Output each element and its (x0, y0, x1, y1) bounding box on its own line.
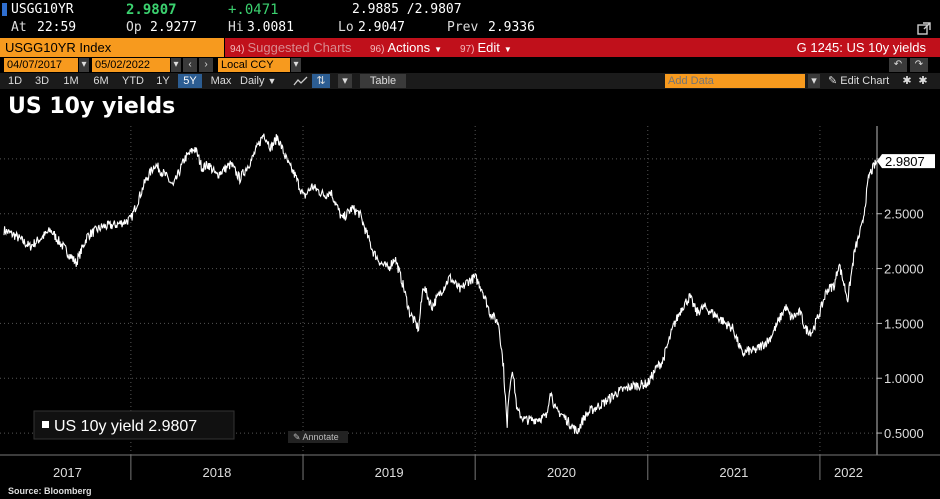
currency-field[interactable]: Local CCY (218, 58, 290, 72)
chart-id-label: G 1245: US 10y yields (796, 40, 926, 55)
range-3d[interactable]: 3D (34, 75, 50, 87)
frequency-label: Daily (240, 75, 265, 87)
end-date-dropdown-icon[interactable]: ▾ (171, 58, 181, 72)
legend-swatch (42, 421, 49, 428)
security-field[interactable]: USGG10YR Index (0, 38, 224, 57)
range-bar: 1D 3D 1M 6M YTD 1Y 5Y Max Daily ▼ ⇅ ▾ Ta… (0, 73, 940, 89)
range-6m[interactable]: 6M (93, 75, 109, 87)
range-ytd[interactable]: YTD (122, 75, 144, 87)
edit-chart-label: Edit Chart (840, 75, 890, 87)
line-chart-icon[interactable] (293, 75, 309, 87)
suggested-charts-label: Suggested Charts (247, 40, 352, 55)
open-value: 2.9277 (150, 20, 197, 35)
add-data-input[interactable] (665, 74, 805, 88)
add-data-dropdown-icon[interactable]: ▾ (808, 74, 820, 88)
grid-lines (0, 126, 877, 455)
end-date-field[interactable]: 05/02/2022 (92, 58, 170, 72)
last-value-label: 2.9807 (885, 154, 925, 169)
prev-value: 2.9336 (488, 20, 535, 35)
x-tick-label: 2017 (53, 465, 82, 480)
edit-dropdown-icon: ▼ (503, 45, 512, 54)
actions-button[interactable]: 96) Actions ▼ (370, 38, 442, 57)
x-tick-label: 2022 (834, 465, 863, 480)
start-date-dropdown-icon[interactable]: ▾ (79, 58, 89, 72)
high-value: 3.0081 (247, 20, 294, 35)
ticker-symbol[interactable]: USGG10YR (11, 2, 74, 17)
bar-style-icon[interactable]: ⇅ (312, 74, 330, 88)
settings-gear-icon[interactable]: ✱ (902, 75, 912, 87)
price-change: +.0471 (228, 2, 279, 18)
ticker-marker-icon (2, 3, 7, 16)
y-tick-label: 1.0000 (884, 371, 924, 386)
series-group (3, 133, 878, 435)
low-label: Lo (338, 20, 354, 35)
undo-icon[interactable]: ↶ (889, 58, 907, 72)
suggested-charts-button[interactable]: 94) Suggested Charts (230, 38, 352, 57)
open-label: Op (126, 20, 142, 35)
start-date-field[interactable]: 04/07/2017 (4, 58, 78, 72)
range-max[interactable]: Max (210, 75, 232, 87)
redo-icon[interactable]: ↷ (910, 58, 928, 72)
source-note: Source: Bloomberg (8, 486, 92, 496)
legend-label: US 10y yield 2.9807 (54, 418, 197, 435)
table-button[interactable]: Table (360, 74, 406, 88)
actions-num: 96) (370, 44, 385, 55)
actions-dropdown-icon: ▼ (434, 45, 443, 54)
range-1m[interactable]: 1M (63, 75, 79, 87)
at-time: 22:59 (37, 20, 77, 35)
x-tick-labels: 2017 2018 2019 2020 2021 2022 (53, 465, 863, 480)
popout-icon[interactable] (917, 22, 931, 36)
range-1y[interactable]: 1Y (156, 75, 170, 87)
y-tick-labels: 0.5000 1.0000 1.5000 2.0000 2.5000 (877, 158, 924, 441)
chart-title: US 10y yields (8, 94, 176, 119)
last-price: 2.9807 (126, 2, 177, 18)
quote-header: USGG10YR 2.9807 +.0471 2.9885 /2.9807 At… (0, 0, 940, 38)
options-dropdown-icon[interactable]: ▾ (338, 74, 352, 88)
x-tick-label: 2021 (719, 465, 748, 480)
edit-button[interactable]: 97) Edit ▼ (460, 38, 512, 57)
actions-label: Actions (387, 40, 431, 55)
prev-label: Prev (447, 20, 479, 35)
annotate-text: Annotate (303, 432, 339, 442)
command-bar: USGG10YR Index 94) Suggested Charts 96) Ac… (0, 38, 940, 57)
edit-chart-icon: ✎ (828, 75, 841, 87)
y-tick-label: 0.5000 (884, 426, 924, 441)
year-separators (130, 455, 821, 480)
currency-dropdown-icon[interactable]: ▾ (291, 58, 301, 72)
range-1d[interactable]: 1D (7, 75, 23, 87)
date-bar: 04/07/2017 ▾ 05/02/2022 ▾ ‹ › Local CCY … (0, 57, 940, 73)
chart-gear-icon[interactable]: ✱ (918, 75, 928, 87)
y-tick-label: 2.0000 (884, 262, 924, 277)
edit-label: Edit (477, 40, 500, 55)
low-value: 2.9047 (358, 20, 405, 35)
last-value-tag (877, 154, 935, 169)
bid-ask: 2.9885 /2.9807 (352, 2, 462, 17)
edit-chart-button[interactable]: ✎ Edit Chart (828, 74, 898, 88)
y-tick-label: 2.5000 (884, 207, 924, 222)
annotate-label: ✎ Annotate (293, 432, 339, 442)
y-tick-label: 1.5000 (884, 316, 924, 331)
annotate-button[interactable] (288, 431, 348, 443)
frequency-select[interactable]: Daily ▼ (240, 74, 284, 88)
suggested-charts-num: 94) (230, 44, 245, 55)
x-tick-label: 2019 (375, 465, 404, 480)
range-5y[interactable]: 5Y (178, 74, 202, 88)
annotate-icon: ✎ (293, 432, 303, 442)
high-label: Hi (228, 20, 244, 35)
scroll-left-icon[interactable]: ‹ (183, 58, 197, 72)
at-label: At (11, 20, 27, 35)
x-tick-label: 2018 (202, 465, 231, 480)
series-line-us-10y-yield (3, 133, 878, 435)
last-value-marker: 2.9807 (877, 154, 935, 169)
frequency-dropdown-icon: ▼ (267, 76, 277, 86)
scroll-right-icon[interactable]: › (199, 58, 213, 72)
menu-strip: 94) Suggested Charts 96) Actions ▼ 97) Edit ▼… (225, 38, 940, 57)
edit-num: 97) (460, 44, 475, 55)
legend-box[interactable] (33, 410, 235, 440)
x-tick-label: 2020 (547, 465, 576, 480)
